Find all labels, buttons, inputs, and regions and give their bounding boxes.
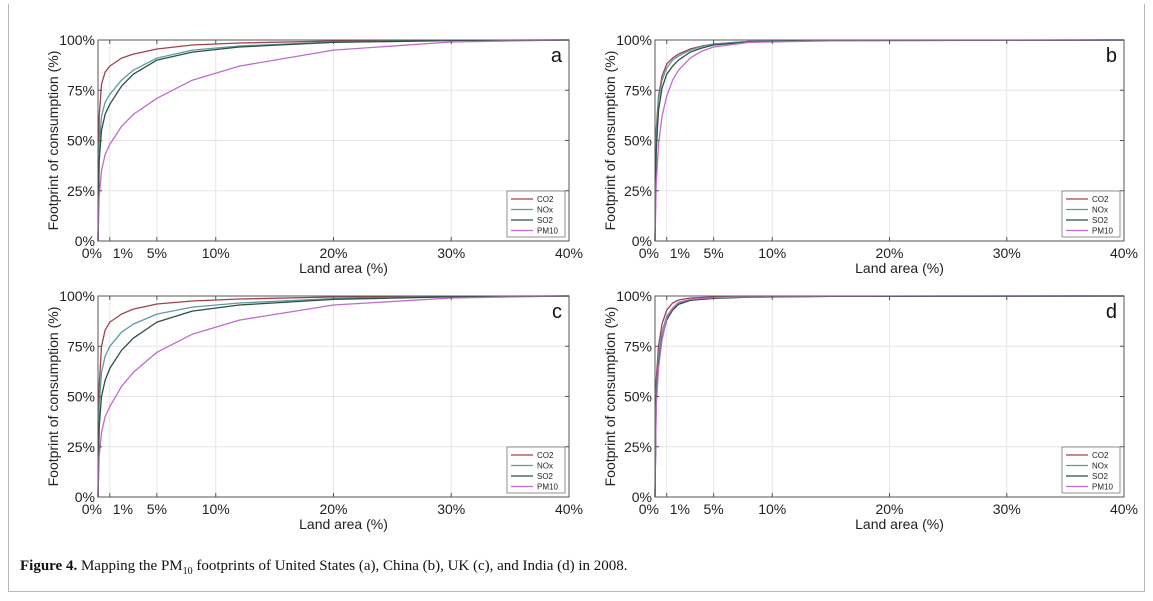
y-tick-label-a-2: 50% bbox=[67, 133, 95, 149]
legend-label-nox-d: NOx bbox=[1092, 462, 1108, 471]
x-tick-label-d-1: 1% bbox=[670, 501, 690, 517]
legend-label-co2-d: CO2 bbox=[1092, 451, 1109, 460]
legend-label-so2-b: SO2 bbox=[1092, 216, 1109, 225]
x-tick-label-b-1: 1% bbox=[670, 245, 690, 261]
panel-letter-d: d bbox=[1106, 301, 1117, 323]
x-tick-label-d-3: 10% bbox=[758, 501, 786, 517]
y-tick-label-c-4: 100% bbox=[59, 288, 95, 304]
legend-label-pm10-c: PM10 bbox=[537, 483, 558, 492]
y-tick-label-c-1: 25% bbox=[67, 439, 95, 455]
y-tick-label-c-3: 75% bbox=[67, 338, 95, 354]
y-tick-label-a-0: 0% bbox=[75, 233, 95, 249]
y-tick-label-c-2: 50% bbox=[67, 389, 95, 405]
x-tick-label-d-2: 5% bbox=[704, 501, 724, 517]
panel-letter-a: a bbox=[551, 45, 563, 67]
legend-label-so2-d: SO2 bbox=[1092, 472, 1109, 481]
panel-letter-b: b bbox=[1106, 45, 1117, 67]
y-tick-label-b-0: 0% bbox=[632, 233, 652, 249]
series-line-pm10-b bbox=[654, 39, 1125, 242]
x-tick-label-a-1: 1% bbox=[113, 245, 133, 261]
y-tick-label-a-4: 100% bbox=[59, 32, 95, 48]
x-axis-label-b: Land area (%) bbox=[855, 260, 944, 276]
x-axis-label-c: Land area (%) bbox=[299, 516, 388, 532]
x-axis-label-d: Land area (%) bbox=[855, 516, 944, 532]
legend-label-co2-b: CO2 bbox=[1092, 195, 1109, 204]
x-tick-label-c-4: 20% bbox=[319, 501, 347, 517]
caption-text-after: footprints of United States (a), China (… bbox=[192, 558, 628, 574]
panel-a: 0% 1% 5% 10% 20% 30% 40% 0% 25% 50% 75% 100% Land ar… bbox=[45, 32, 583, 276]
figure-panels: 0% 1% 5% 10% 20% 30% 40% 0% 25% 50% 75% 100% Land ar… bbox=[45, 32, 1138, 532]
legend-label-co2-a: CO2 bbox=[537, 195, 554, 204]
legend-label-nox-a: NOx bbox=[537, 206, 553, 215]
x-axis-label-a: Land area (%) bbox=[299, 260, 388, 276]
legend-label-so2-c: SO2 bbox=[537, 472, 554, 481]
x-tick-label-c-3: 10% bbox=[202, 501, 230, 517]
y-tick-label-b-4: 100% bbox=[616, 32, 652, 48]
x-tick-label-a-6: 40% bbox=[555, 245, 583, 261]
y-tick-label-d-2: 50% bbox=[624, 389, 652, 405]
y-tick-label-b-1: 25% bbox=[624, 183, 652, 199]
y-tick-label-d-3: 75% bbox=[624, 338, 652, 354]
x-tick-label-d-0: 0% bbox=[639, 501, 659, 517]
x-tick-label-c-1: 1% bbox=[113, 501, 133, 517]
y-tick-label-d-0: 0% bbox=[632, 489, 652, 505]
y-axis-label-b: Footprint of consumption (%) bbox=[602, 51, 618, 231]
panel-letter-c: c bbox=[552, 301, 562, 323]
legend-label-nox-c: NOx bbox=[537, 462, 553, 471]
legend-label-so2-a: SO2 bbox=[537, 216, 554, 225]
x-tick-label-a-2: 5% bbox=[147, 245, 167, 261]
x-tick-label-a-3: 10% bbox=[202, 245, 230, 261]
x-tick-label-b-3: 10% bbox=[758, 245, 786, 261]
legend-label-co2-c: CO2 bbox=[537, 451, 554, 460]
series-line-pm10-c bbox=[97, 295, 570, 498]
y-tick-label-d-4: 100% bbox=[616, 288, 652, 304]
x-tick-label-d-4: 20% bbox=[875, 501, 903, 517]
y-axis-label-c: Footprint of consumption (%) bbox=[45, 307, 61, 487]
y-axis-label-a: Footprint of consumption (%) bbox=[45, 51, 61, 231]
legend-label-pm10-d: PM10 bbox=[1092, 483, 1113, 492]
figure-caption: Figure 4. Mapping the PM10 footprints of… bbox=[20, 558, 628, 577]
caption-text-before: Mapping the PM bbox=[80, 558, 183, 574]
panel-d: 0% 1% 5% 10% 20% 30% 40% 0% 25% 50% 75% 100% Land ar… bbox=[602, 288, 1138, 532]
x-tick-label-b-6: 40% bbox=[1110, 245, 1138, 261]
caption-subscript: 10 bbox=[182, 566, 193, 577]
y-tick-label-c-0: 0% bbox=[75, 489, 95, 505]
x-tick-label-a-0: 0% bbox=[82, 245, 102, 261]
panel-b: 0% 1% 5% 10% 20% 30% 40% 0% 25% 50% 75% 100% Land ar… bbox=[602, 32, 1138, 276]
x-tick-label-b-0: 0% bbox=[639, 245, 659, 261]
x-tick-label-d-6: 40% bbox=[1110, 501, 1138, 517]
y-tick-label-a-1: 25% bbox=[67, 183, 95, 199]
y-tick-label-a-3: 75% bbox=[67, 82, 95, 98]
caption-label: Figure 4. bbox=[20, 558, 78, 574]
y-tick-label-d-1: 25% bbox=[624, 439, 652, 455]
x-tick-label-b-2: 5% bbox=[704, 245, 724, 261]
x-tick-label-a-4: 20% bbox=[319, 245, 347, 261]
series-line-pm10-a bbox=[97, 39, 570, 242]
panel-c: 0% 1% 5% 10% 20% 30% 40% 0% 25% 50% 75% 100% Land ar… bbox=[45, 288, 583, 532]
legend-label-nox-b: NOx bbox=[1092, 206, 1108, 215]
x-tick-label-b-4: 20% bbox=[875, 245, 903, 261]
legend-label-pm10-b: PM10 bbox=[1092, 227, 1113, 236]
series-line-pm10-d bbox=[654, 295, 1125, 498]
x-tick-label-b-5: 30% bbox=[993, 245, 1021, 261]
x-tick-label-c-5: 30% bbox=[437, 501, 465, 517]
y-axis-label-d: Footprint of consumption (%) bbox=[602, 307, 618, 487]
y-tick-label-b-3: 75% bbox=[624, 82, 652, 98]
x-tick-label-c-0: 0% bbox=[82, 501, 102, 517]
y-tick-label-b-2: 50% bbox=[624, 133, 652, 149]
x-tick-label-c-2: 5% bbox=[147, 501, 167, 517]
x-tick-label-a-5: 30% bbox=[437, 245, 465, 261]
x-tick-label-d-5: 30% bbox=[993, 501, 1021, 517]
legend-label-pm10-a: PM10 bbox=[537, 227, 558, 236]
figure-frame: 0% 1% 5% 10% 20% 30% 40% 0% 25% 50% 75% 100% Land ar… bbox=[8, 4, 1145, 592]
x-tick-label-c-6: 40% bbox=[555, 501, 583, 517]
